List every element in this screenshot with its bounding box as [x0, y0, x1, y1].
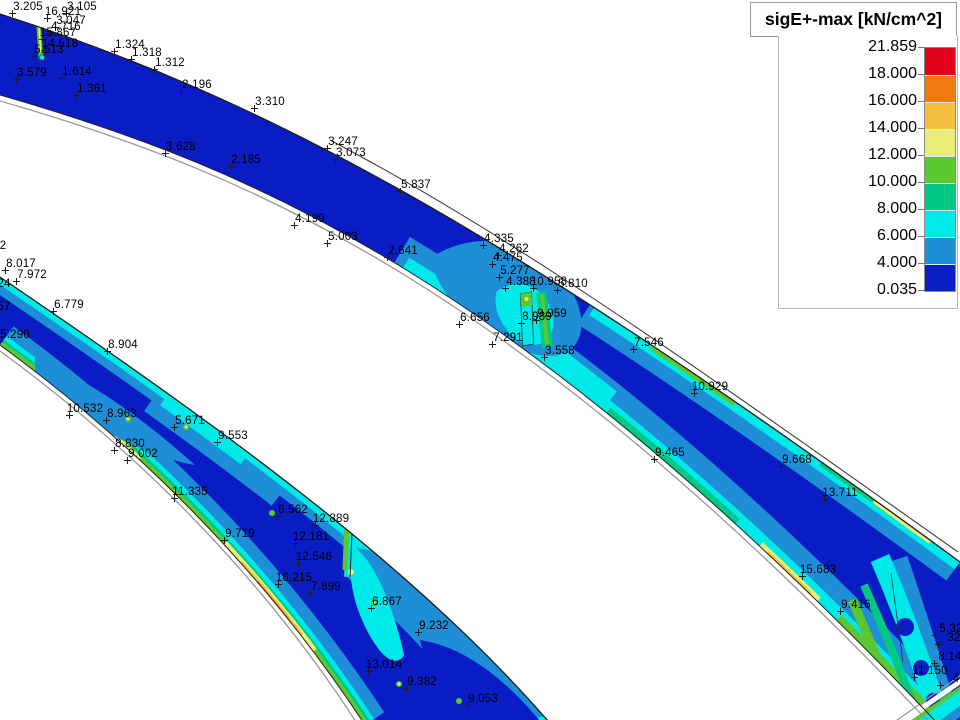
legend-value: 14.000	[868, 119, 917, 136]
legend-value: 21.859	[868, 38, 917, 55]
legend-value: 6.000	[876, 227, 917, 244]
legend-value: 0.035	[876, 281, 917, 298]
legend-color-segment	[925, 210, 955, 237]
legend-color-segment	[925, 237, 955, 264]
legend-tick	[918, 155, 924, 156]
legend-color-segment	[925, 183, 955, 210]
legend-colorbar	[924, 47, 956, 292]
legend-value: 8.000	[876, 200, 917, 217]
legend-value: 4.000	[876, 254, 917, 271]
legend-value: 16.000	[868, 92, 917, 109]
legend-panel: sigE+-max [kN/cm^2] 21.859 18.000 16.000 14…	[750, 2, 958, 309]
legend-title: sigE+-max [kN/cm^2]	[750, 2, 957, 37]
legend-color-segment	[925, 264, 955, 291]
legend-color-segment	[925, 102, 955, 129]
legend-tick	[918, 209, 924, 210]
hotspot-dots	[125, 416, 462, 704]
legend-tick	[918, 101, 924, 102]
stiffener-plate-mid	[520, 291, 534, 347]
stiffener-plate-lower	[342, 466, 361, 578]
legend-tick	[918, 182, 924, 183]
legend-tick	[918, 47, 924, 48]
legend-tick	[918, 263, 924, 264]
legend-scale-panel: 21.859 18.000 16.000 14.000 12.000 10.000 8.00…	[778, 36, 958, 309]
girder-corner-sliver	[896, 674, 960, 720]
legend-color-segment	[925, 156, 955, 183]
legend-value: 10.000	[868, 173, 917, 190]
legend-color-segment	[925, 48, 955, 75]
member-outlines	[0, 13, 960, 720]
legend-tick	[918, 74, 924, 75]
legend-color-segment	[925, 75, 955, 102]
legend-value: 18.000	[868, 65, 917, 82]
legend-value: 12.000	[868, 146, 917, 163]
legend-tick	[918, 236, 924, 237]
legend-color-segment	[925, 129, 955, 156]
stiffener-line-right	[890, 572, 904, 663]
legend-tick	[918, 128, 924, 129]
legend-tick	[918, 290, 924, 291]
